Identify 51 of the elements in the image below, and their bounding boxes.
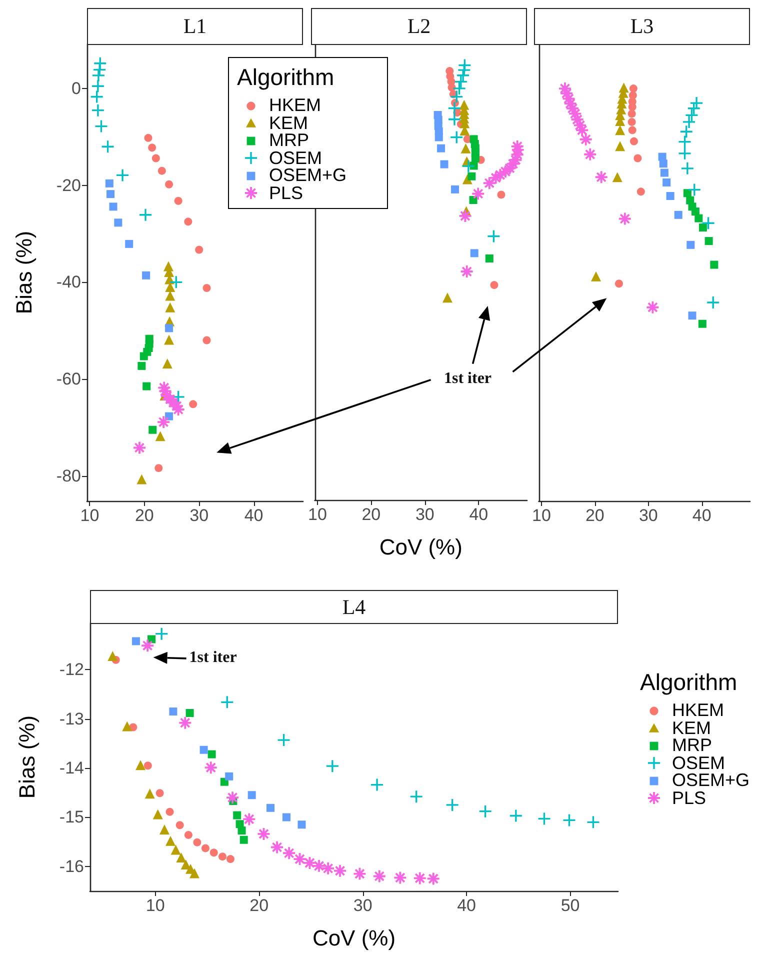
legend-title: Algorithm — [237, 64, 336, 91]
x-tick-label: 40 — [457, 896, 476, 915]
legend-label: OSEM — [269, 148, 322, 168]
legend-label: OSEM+G — [672, 770, 750, 790]
y-tick-label: -20 — [56, 176, 81, 195]
chart-title: L1 — [87, 8, 303, 45]
x-tick-label: 30 — [638, 506, 658, 525]
y-axis-title: Bias (%) — [14, 715, 40, 799]
legend-label: KEM — [672, 718, 712, 738]
chart-title: L4 — [90, 590, 618, 624]
chart-title: L2 — [311, 8, 527, 45]
y-axis-title: Bias (%) — [12, 230, 36, 314]
x-tick-label: 50 — [560, 896, 580, 915]
x-tick-label: 40 — [692, 506, 712, 525]
y-tick-label: -16 — [59, 856, 84, 876]
chart-title: L3 — [534, 8, 750, 45]
legend-label: PLS — [672, 788, 706, 808]
legend-label: OSEM+G — [269, 165, 347, 186]
y-tick-label: -14 — [59, 758, 84, 778]
x-tick-label: 20 — [362, 505, 381, 524]
legend-label: PLS — [269, 182, 304, 203]
y-tick-label: -80 — [56, 466, 81, 486]
legend-label: HKEM — [269, 95, 322, 116]
x-tick-label: 10 — [532, 506, 551, 525]
x-tick-label: 30 — [190, 506, 209, 525]
x-tick-label: 10 — [308, 505, 327, 524]
x-tick-label: 10 — [146, 896, 165, 915]
legend-label: KEM — [269, 112, 308, 133]
y-tick-label: -12 — [59, 660, 84, 680]
x-tick-label: 20 — [250, 896, 269, 915]
annotation: 1st iter — [189, 649, 237, 668]
y-tick-label: 0 — [72, 79, 81, 98]
y-tick-label: -15 — [59, 808, 84, 827]
x-tick-label: 40 — [469, 505, 488, 524]
x-tick-label: 20 — [134, 506, 154, 525]
legend-label: OSEM — [672, 752, 726, 773]
annotation: 1st iter — [444, 370, 492, 388]
x-tick-label: 40 — [244, 506, 264, 525]
y-tick-label: -13 — [59, 709, 84, 728]
y-tick-label: -40 — [56, 272, 81, 292]
x-axis-title: CoV (%) — [379, 534, 462, 560]
x-tick-label: 10 — [80, 506, 100, 525]
legend-label: MRP — [672, 735, 712, 756]
legend-label: MRP — [269, 130, 309, 150]
x-tick-label: 30 — [353, 896, 372, 915]
legend-label: HKEM — [672, 700, 724, 720]
legend-title: Algorithm — [640, 669, 738, 696]
x-tick-label: 20 — [585, 506, 604, 525]
x-tick-label: 30 — [415, 505, 434, 524]
y-tick-label: -60 — [56, 370, 81, 389]
x-axis-title: CoV (%) — [312, 926, 396, 950]
